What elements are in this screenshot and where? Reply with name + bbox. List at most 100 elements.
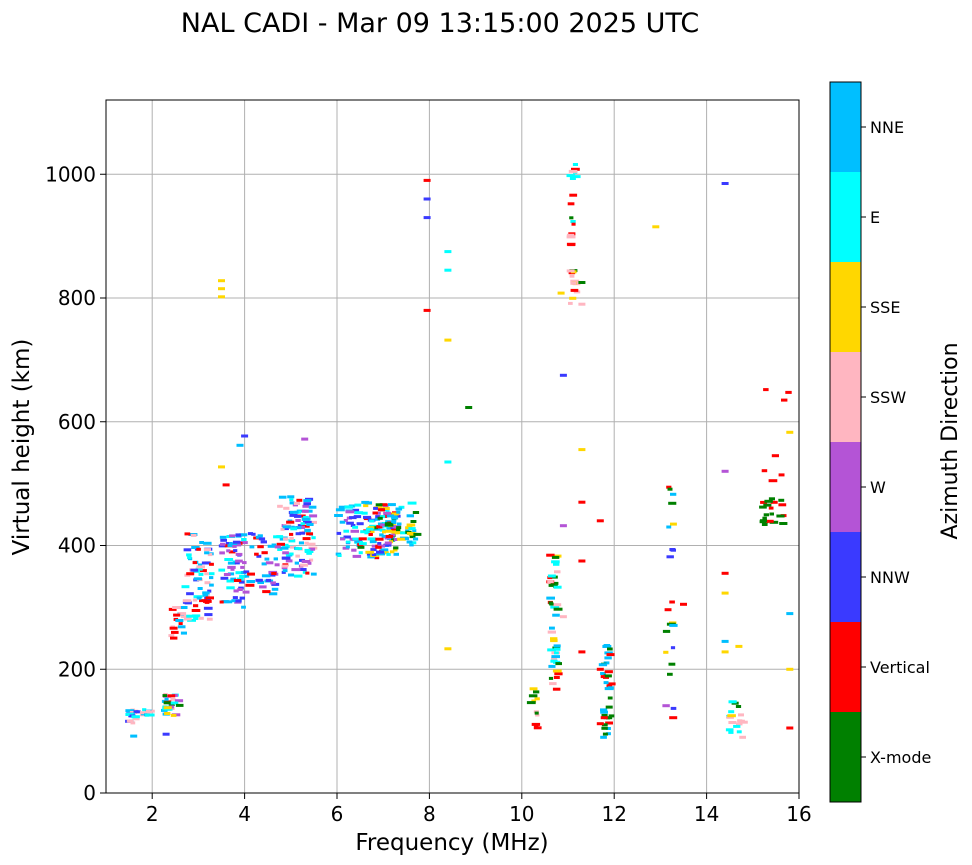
echo-mark — [301, 517, 310, 521]
echo-mark — [663, 650, 669, 654]
echo-mark — [379, 528, 386, 532]
echo-mark — [377, 542, 382, 545]
echo-mark — [170, 636, 178, 640]
echo-mark — [547, 648, 556, 652]
echo-mark — [227, 572, 235, 576]
echo-mark — [245, 583, 255, 587]
echo-mark — [366, 528, 370, 532]
y-axis-label: Virtual height (km) — [9, 339, 35, 556]
echo-mark — [164, 697, 169, 701]
echo-mark — [219, 600, 224, 604]
x-tick-label: 2 — [146, 802, 159, 826]
echo-mark — [384, 541, 392, 545]
echo-mark — [559, 373, 567, 377]
echo-mark — [218, 279, 225, 283]
echo-mark — [349, 516, 357, 520]
echo-mark — [300, 563, 309, 567]
echo-mark — [302, 570, 307, 574]
echo-mark — [387, 503, 396, 507]
echo-mark — [227, 544, 235, 548]
echo-mark — [198, 616, 204, 620]
echo-mark — [552, 687, 561, 691]
echo-mark — [307, 561, 312, 565]
echo-mark — [204, 551, 210, 555]
echo-mark — [396, 510, 401, 514]
echo-mark — [662, 704, 670, 708]
echo-mark — [281, 570, 286, 574]
echo-mark — [260, 540, 267, 544]
echo-mark — [670, 492, 677, 496]
colorbar-label: NNW — [870, 568, 910, 587]
echo-mark — [669, 716, 678, 720]
colorbar-swatch — [830, 622, 861, 712]
echo-mark — [768, 479, 778, 483]
echo-mark — [667, 487, 673, 491]
echo-mark — [369, 540, 377, 544]
echo-mark — [547, 576, 553, 580]
echo-mark — [763, 513, 769, 517]
echo-mark — [282, 527, 289, 531]
echo-mark — [662, 629, 671, 633]
echo-mark — [554, 651, 559, 655]
echo-mark — [375, 503, 383, 507]
echo-mark — [251, 532, 256, 536]
echo-mark — [601, 723, 608, 727]
echo-mark — [310, 572, 317, 576]
echo-mark — [606, 716, 611, 720]
echo-mark — [533, 690, 540, 694]
echo-mark — [444, 338, 452, 342]
echo-mark — [142, 708, 147, 712]
echo-mark — [572, 163, 578, 166]
echo-mark — [199, 569, 207, 573]
echo-mark — [187, 556, 192, 560]
echo-mark — [239, 541, 248, 545]
echo-mark — [786, 430, 794, 434]
echo-mark — [172, 606, 181, 609]
echo-mark — [409, 543, 414, 547]
echo-mark — [726, 715, 734, 719]
echo-mark — [410, 520, 417, 523]
echo-mark — [380, 548, 389, 552]
echo-mark — [296, 509, 306, 513]
echo-mark — [289, 513, 298, 517]
echo-mark — [136, 710, 141, 714]
echo-mark — [578, 448, 586, 452]
echo-mark — [204, 613, 213, 617]
echo-mark — [162, 694, 172, 698]
echo-mark — [397, 537, 406, 541]
echo-mark — [277, 504, 283, 508]
echo-mark — [396, 522, 402, 526]
echo-mark — [555, 662, 562, 666]
colorbar-swatch — [830, 532, 861, 622]
echo-mark — [235, 559, 243, 563]
echo-mark — [190, 568, 199, 572]
echo-mark — [209, 576, 214, 580]
echo-mark — [569, 274, 575, 278]
y-tick-label: 1000 — [45, 162, 96, 186]
echo-mark — [608, 714, 615, 718]
echo-mark — [607, 682, 616, 686]
echo-mark — [218, 287, 225, 291]
echo-mark — [607, 647, 613, 651]
echo-mark — [183, 617, 192, 621]
echo-mark — [559, 615, 567, 619]
colorbar-swatch — [830, 442, 861, 532]
echo-mark — [219, 551, 225, 555]
echo-mark — [604, 687, 614, 691]
echo-mark — [600, 672, 606, 675]
echo-mark — [408, 527, 416, 531]
echo-mark — [600, 675, 605, 679]
echo-mark — [551, 560, 560, 564]
echo-mark — [204, 572, 209, 576]
echo-mark — [278, 495, 287, 499]
echo-mark — [180, 631, 187, 635]
echo-mark — [230, 577, 237, 581]
echo-mark — [247, 532, 253, 536]
echo-mark — [309, 558, 314, 562]
echo-mark — [343, 535, 351, 539]
echo-mark — [184, 532, 191, 536]
echo-mark — [289, 510, 299, 514]
echo-mark — [762, 516, 767, 520]
echo-mark — [363, 504, 369, 508]
